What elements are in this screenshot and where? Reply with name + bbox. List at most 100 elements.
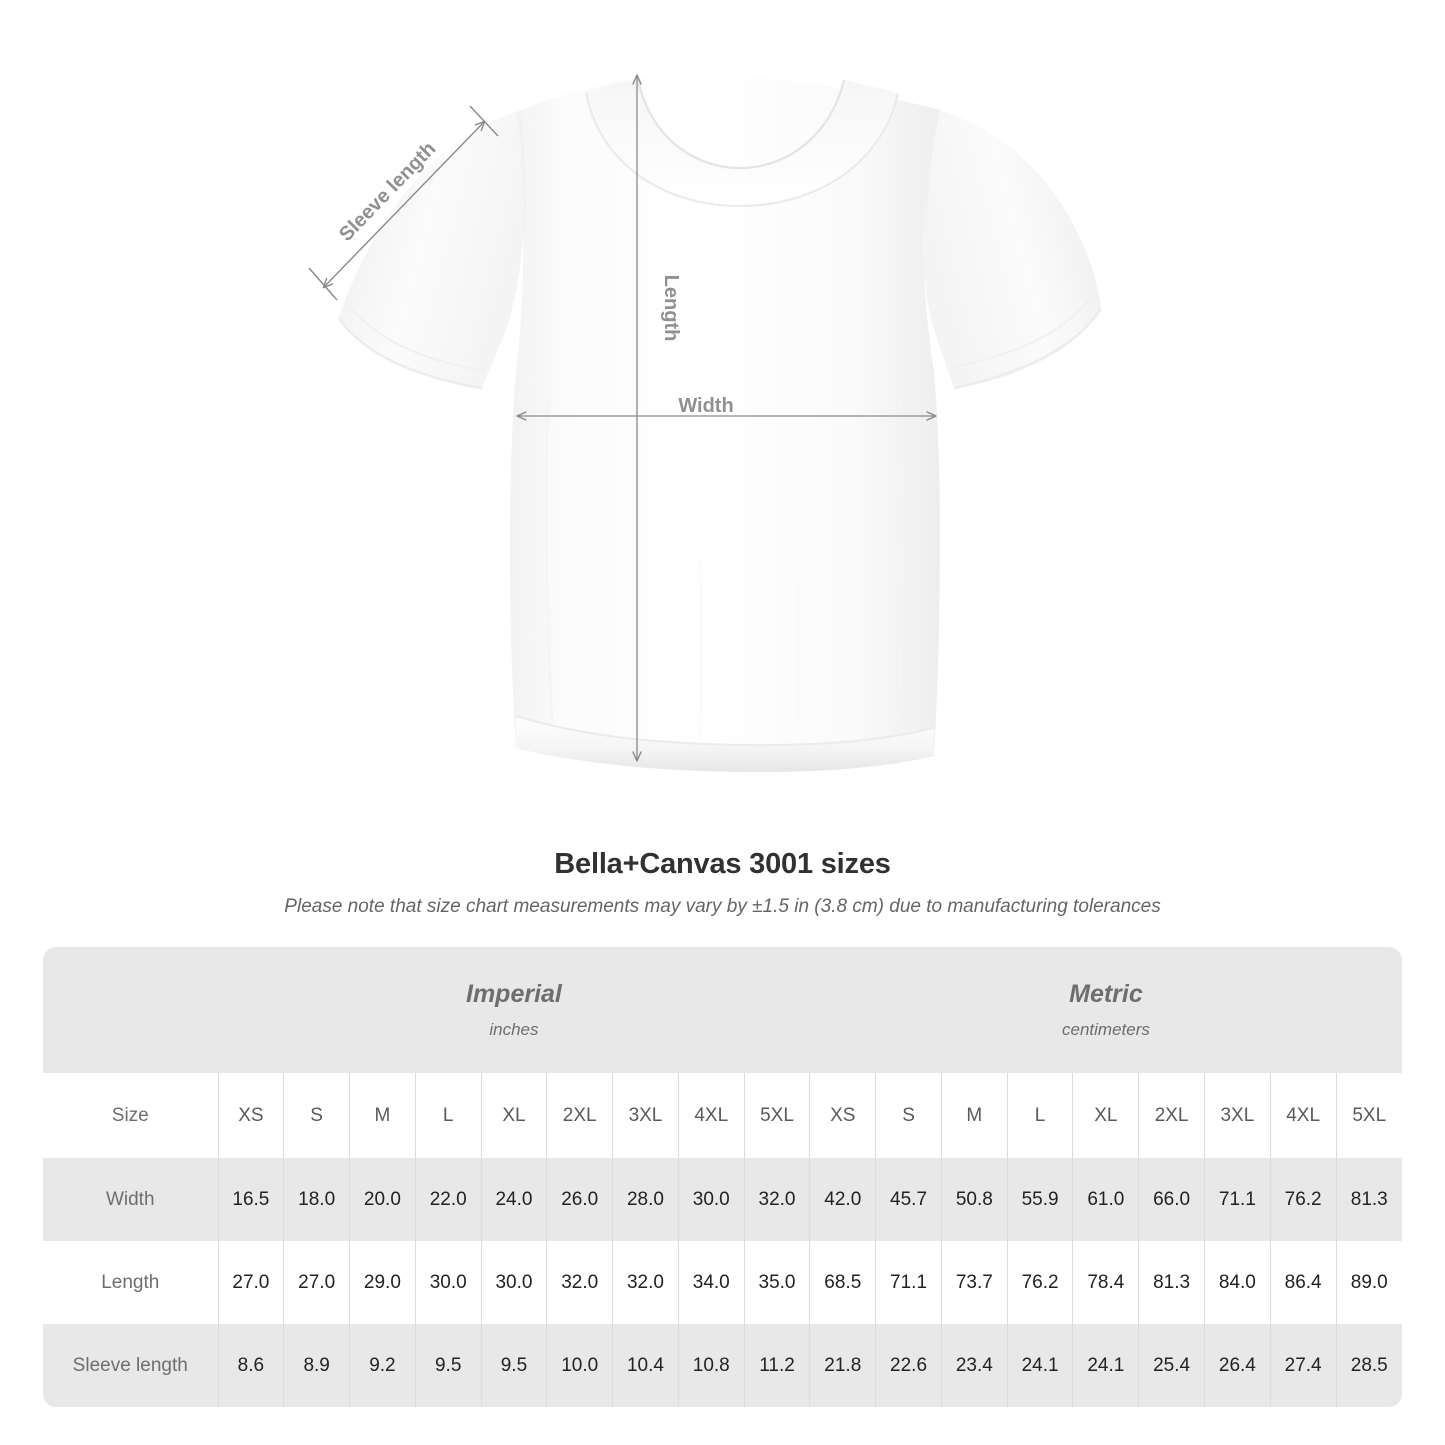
measurement-cell: 34.0 [677, 1241, 745, 1324]
unit-system-row: Imperial inches Metric centimeters [43, 947, 1402, 1073]
size-column-header: XS [809, 1073, 876, 1158]
measurement-tolerance-note: Please note that size chart measurements… [284, 896, 1161, 917]
tshirt-right-sleeve [921, 110, 1103, 390]
measurement-row-label: Length [101, 1271, 160, 1293]
measurement-cell: 29.0 [349, 1241, 416, 1324]
unit-system-metric: Metric centimeters [810, 947, 1402, 1073]
measurement-cell: 10.4 [612, 1324, 679, 1407]
measurement-cell: 71.1 [1203, 1158, 1271, 1241]
size-column-header: XL [1072, 1073, 1139, 1158]
measurement-cell: 78.4 [1072, 1241, 1139, 1324]
size-column-header: XS [217, 1073, 284, 1158]
measurement-cell: 32.0 [546, 1241, 613, 1324]
size-header-label: Size [111, 1104, 149, 1126]
measurement-cell: 8.9 [283, 1324, 350, 1407]
measurement-cell: 61.0 [1072, 1158, 1139, 1241]
measurement-cell: 86.4 [1269, 1241, 1337, 1324]
width-label: Width [678, 395, 733, 417]
measurement-cell: 28.0 [612, 1158, 679, 1241]
measurement-cell: 23.4 [940, 1324, 1008, 1407]
left-shoulder-seam [519, 117, 526, 233]
measurement-cell: 27.0 [283, 1241, 350, 1324]
size-column-header: 4XL [677, 1073, 745, 1158]
measurement-cell: 76.2 [1006, 1241, 1073, 1324]
measurement-cell: 42.0 [809, 1158, 876, 1241]
size-column-header: M [349, 1073, 416, 1158]
size-column-header: 5XL [743, 1073, 810, 1158]
size-column-header: M [940, 1073, 1008, 1158]
measurement-cell: 9.2 [349, 1324, 416, 1407]
measurement-cell: 73.7 [940, 1241, 1008, 1324]
measurement-cell: 66.0 [1138, 1158, 1205, 1241]
measurement-cell: 45.7 [875, 1158, 942, 1241]
measurement-cell: 9.5 [414, 1324, 482, 1407]
size-column-header: 5XL [1335, 1073, 1402, 1158]
size-column-header: 2XL [1138, 1073, 1205, 1158]
measurement-cell: 32.0 [743, 1158, 810, 1241]
measurement-cell: 16.5 [217, 1158, 284, 1241]
measurement-cell: 35.0 [743, 1241, 810, 1324]
tshirt-body [510, 74, 940, 772]
size-column-header: 2XL [546, 1073, 613, 1158]
measurement-cell: 89.0 [1335, 1241, 1402, 1324]
size-column-header: L [1006, 1073, 1073, 1158]
measurement-cell: 27.0 [217, 1241, 284, 1324]
measurement-cell: 76.2 [1269, 1158, 1337, 1241]
measurement-cell: 22.6 [875, 1324, 942, 1407]
size-column-header: 3XL [1203, 1073, 1271, 1158]
size-column-header: XL [480, 1073, 547, 1158]
length-label: Length [660, 275, 682, 342]
measurement-cell: 30.0 [414, 1241, 482, 1324]
size-header-row: Size XS S M L XL 2XL 3XL 4XL 5XL XS S M L XL 2XL 3XL 4XL… [43, 1073, 1402, 1158]
unit-system-imperial: Imperial inches [218, 947, 810, 1073]
table-row: Sleeve length 8.6 8.9 9.2 9.5 9.5 10.0 10.4 10.8… [43, 1324, 1402, 1407]
table-row: Width 16.5 18.0 20.0 22.0 24.0 26.0 28.0 30.0 32.… [43, 1158, 1402, 1241]
measurement-row-label: Width [105, 1188, 155, 1210]
size-column-header: 4XL [1269, 1073, 1337, 1158]
size-table: Imperial inches Metric centimeters Size XS S… [43, 947, 1402, 1407]
unit-system-name: Metric [1069, 980, 1143, 1009]
unit-system-spacer [43, 947, 218, 1073]
measurement-cell: 28.5 [1335, 1324, 1402, 1407]
measurement-cell: 81.3 [1335, 1158, 1402, 1241]
measurement-cell: 8.6 [217, 1324, 284, 1407]
page-title: Bella+Canvas 3001 sizes [554, 848, 891, 880]
measurement-cell: 27.4 [1269, 1324, 1337, 1407]
right-shoulder-seam [924, 115, 937, 233]
measurement-cell: 21.8 [809, 1324, 876, 1407]
measurement-cell: 68.5 [809, 1241, 876, 1324]
measurement-cell: 24.1 [1006, 1324, 1073, 1407]
tshirt-illustration: Sleeve length Length Width [308, 74, 1103, 772]
unit-system-unit: inches [489, 1020, 539, 1040]
measurement-cell: 22.0 [414, 1158, 482, 1241]
measurement-cell: 30.0 [677, 1158, 745, 1241]
measurement-cell: 9.5 [480, 1324, 547, 1407]
unit-system-name: Imperial [466, 980, 562, 1009]
table-row: Length 27.0 27.0 29.0 30.0 30.0 32.0 32.0 34.0 35… [43, 1241, 1402, 1324]
measurement-cell: 55.9 [1006, 1158, 1073, 1241]
measurement-cell: 10.0 [546, 1324, 613, 1407]
measurement-cell: 25.4 [1138, 1324, 1205, 1407]
measurement-cell: 32.0 [612, 1241, 679, 1324]
measurement-row-label: Sleeve length [72, 1354, 188, 1376]
size-column-header: S [283, 1073, 350, 1158]
measurement-cell: 26.4 [1203, 1324, 1271, 1407]
size-column-header: L [414, 1073, 482, 1158]
measurement-cell: 26.0 [546, 1158, 613, 1241]
size-table-container: Imperial inches Metric centimeters Size XS S… [43, 947, 1402, 1407]
measurement-cell: 84.0 [1203, 1241, 1271, 1324]
measurement-cell: 24.0 [480, 1158, 547, 1241]
measurement-cell: 10.8 [677, 1324, 745, 1407]
unit-system-unit: centimeters [1062, 1020, 1150, 1040]
measurement-cell: 11.2 [743, 1324, 810, 1407]
size-column-header: S [875, 1073, 942, 1158]
width-annotation: Width [516, 395, 937, 421]
size-column-header: 3XL [612, 1073, 679, 1158]
measurement-cell: 24.1 [1072, 1324, 1139, 1407]
measurement-cell: 81.3 [1138, 1241, 1205, 1324]
measurement-cell: 18.0 [283, 1158, 350, 1241]
measurement-cell: 50.8 [940, 1158, 1008, 1241]
measurement-cell: 71.1 [875, 1241, 942, 1324]
tshirt-collar [584, 78, 900, 208]
